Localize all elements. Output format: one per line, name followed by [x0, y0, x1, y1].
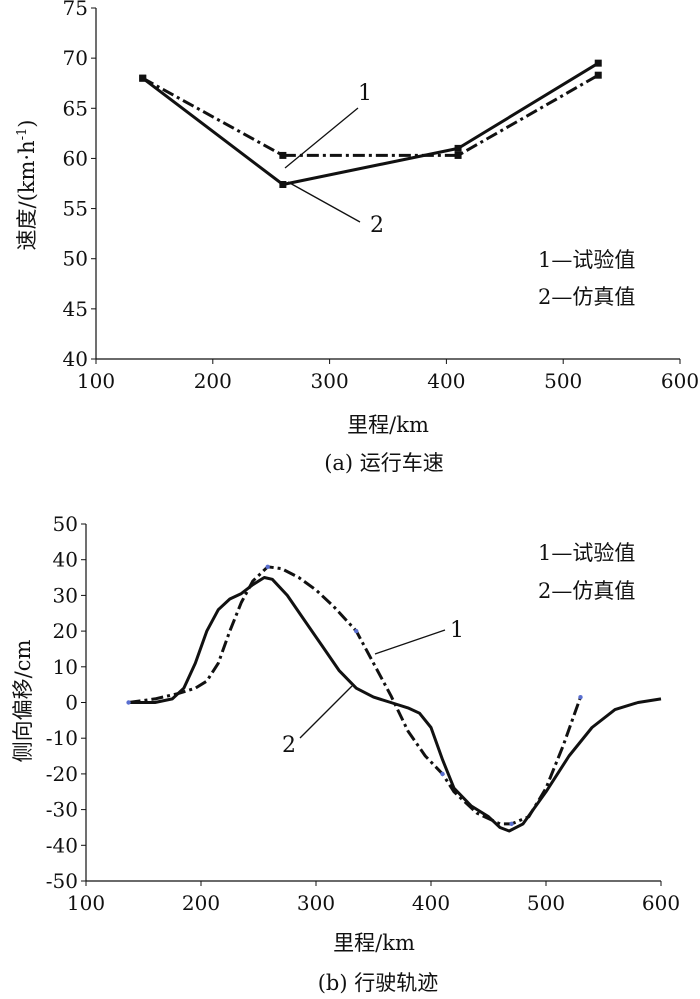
speed-x-tick-label: 400 — [427, 369, 465, 393]
trajectory-series-1-point — [440, 771, 445, 777]
trajectory-chart-ylabel: 侧向偏移/cm — [11, 640, 35, 763]
speed-series-1-point — [454, 151, 462, 159]
speed-chart-caption: (a) 运行车速 — [324, 451, 444, 475]
trajectory-y-tick-label: -20 — [46, 762, 78, 786]
trajectory-x-tick-label: 400 — [412, 891, 450, 915]
trajectory-chart-xlabel: 里程/km — [333, 931, 415, 955]
speed-series-2-line — [141, 61, 599, 186]
speed-legend-entry-1: 1—试验值 — [538, 248, 635, 272]
speed-y-tick-label: 55 — [63, 197, 88, 221]
trajectory-x-tick-label: 200 — [182, 891, 220, 915]
trajectory-y-tick-label: -50 — [46, 869, 78, 893]
speed-x-tick-label: 500 — [544, 369, 582, 393]
trajectory-legend-entry-1: 1—试验值 — [538, 541, 635, 565]
speed-callout-label-1: 1 — [358, 81, 372, 106]
trajectory-series-1-point — [265, 564, 270, 570]
trajectory-callout-line-1 — [374, 629, 446, 655]
trajectory-callout-line-2 — [299, 685, 353, 739]
trajectory-y-tick-label: 0 — [65, 691, 78, 715]
trajectory-chart: 侧向偏移/cm 里程/km (b) 行驶轨迹 1—试验值 2—仿真值 1 2 -… — [11, 512, 680, 995]
speed-x-tick-label: 600 — [661, 369, 699, 393]
trajectory-y-tick-label: 50 — [53, 512, 78, 536]
speed-series-2-point — [454, 144, 462, 152]
trajectory-y-tick-label: 40 — [53, 548, 78, 572]
speed-legend-entry-2: 2—仿真值 — [538, 285, 635, 309]
speed-y-tick-label: 60 — [63, 146, 88, 170]
speed-x-tick-label: 200 — [194, 369, 232, 393]
speed-series-1-point — [279, 151, 287, 159]
trajectory-y-tick-label: -30 — [46, 798, 78, 822]
speed-series-2-point — [279, 181, 287, 189]
speed-callout-line-1 — [284, 107, 359, 169]
trajectory-series-1-point — [354, 628, 359, 634]
speed-y-tick-label: 50 — [63, 247, 88, 271]
speed-y-tick-label: 45 — [63, 297, 88, 321]
speed-chart: 速度/(km·h-1) 里程/km (a) 运行车速 1—试验值 2—仿真值 1… — [15, 0, 699, 475]
trajectory-x-tick-label: 500 — [527, 891, 565, 915]
speed-series-1-point — [594, 71, 602, 79]
speed-callout-label-2: 2 — [370, 213, 384, 238]
speed-y-tick-label: 75 — [63, 0, 88, 20]
trajectory-y-tick-label: -10 — [46, 726, 78, 750]
speed-x-tick-label: 300 — [311, 369, 349, 393]
trajectory-legend-entry-2: 2—仿真值 — [538, 579, 635, 603]
trajectory-series-1-point — [126, 700, 131, 705]
speed-callout-line-2 — [287, 181, 361, 223]
speed-series-1-line — [141, 73, 599, 157]
trajectory-y-tick-label: -40 — [46, 833, 78, 857]
trajectory-callout-label-1: 1 — [450, 618, 464, 643]
trajectory-y-tick-label: 10 — [53, 655, 78, 679]
trajectory-series-1-line — [128, 565, 582, 826]
trajectory-x-tick-label: 100 — [67, 891, 105, 915]
trajectory-series-1-point — [578, 694, 583, 700]
speed-series-2-point — [139, 74, 147, 82]
trajectory-x-tick-label: 300 — [297, 891, 335, 915]
speed-y-tick-label: 65 — [63, 96, 88, 120]
speed-chart-ylabel: 速度/(km·h-1) — [15, 120, 39, 251]
trajectory-x-tick-label: 600 — [642, 891, 680, 915]
trajectory-callout-label-2: 2 — [282, 733, 296, 758]
speed-y-tick-label: 70 — [63, 46, 88, 70]
trajectory-y-tick-label: 30 — [53, 583, 78, 607]
speed-series-2-point — [594, 59, 602, 67]
trajectory-chart-caption: (b) 行驶轨迹 — [318, 971, 439, 995]
trajectory-y-tick-label: 20 — [53, 619, 78, 643]
trajectory-series-2-line — [128, 576, 662, 833]
speed-y-tick-label: 40 — [63, 347, 88, 371]
trajectory-series-1-point — [509, 821, 514, 827]
speed-chart-xlabel: 里程/km — [347, 413, 429, 437]
speed-x-tick-label: 100 — [77, 369, 115, 393]
